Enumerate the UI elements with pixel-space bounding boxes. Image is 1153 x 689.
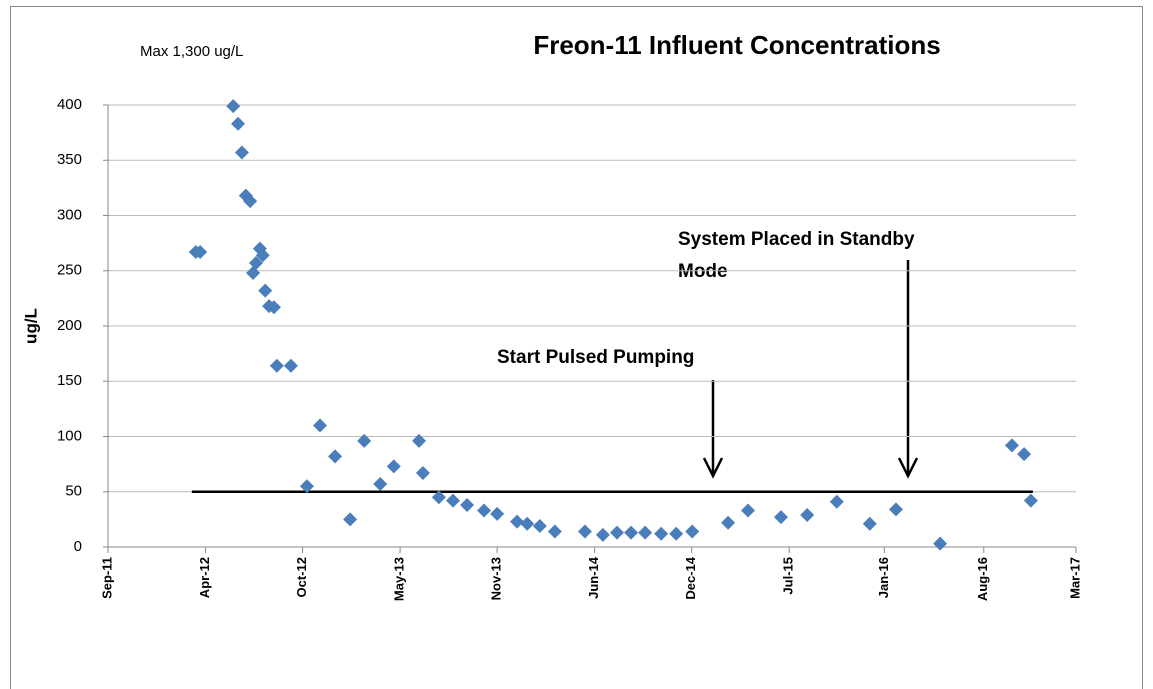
x-tick-label: Nov-13 [489,557,504,600]
x-tick-label: Jul-15 [781,557,796,595]
point [328,449,343,464]
point [266,300,281,315]
y-axis-label: ug/L [21,308,40,344]
point [532,519,547,534]
point [595,527,610,542]
x-tick-label: Oct-12 [294,557,309,597]
point [520,516,535,531]
point [577,524,592,539]
point [373,477,388,492]
point [510,514,525,529]
chart-frame [10,6,1143,689]
point [638,525,653,540]
x-tick-label: Dec-14 [683,556,698,599]
y-tick-label: 100 [57,427,82,444]
point [933,536,948,551]
point [888,502,903,517]
point [299,479,314,494]
y-tick-label: 300 [57,206,82,223]
annotation: Mode [678,261,728,282]
y-tick-label: 50 [65,483,82,500]
point [1023,493,1038,508]
point [460,498,475,513]
y-tick-label: 0 [74,538,82,555]
point [773,510,788,525]
annotation: System Placed in Standby [678,229,915,250]
x-tick-label: Jun-14 [586,556,601,599]
point [226,99,241,114]
y-tick-label: 250 [57,262,82,279]
chart-title: Freon-11 Influent Concentrations [533,30,940,60]
point [477,503,492,518]
point [255,248,270,263]
point [654,526,669,541]
point [445,493,460,508]
point [313,418,328,433]
point [829,494,844,509]
point [624,525,639,540]
y-tick-label: 150 [57,372,82,389]
x-tick-label: May-13 [392,557,407,601]
x-tick-label: Apr-12 [197,557,212,598]
point [248,256,263,271]
note: Max 1,300 ug/L [140,43,243,60]
point [862,516,877,531]
point [800,507,815,522]
point [243,194,258,209]
x-tick-label: Mar-17 [1067,557,1082,599]
point [269,358,284,373]
point [415,465,430,480]
point [193,244,208,259]
x-tick-label: Aug-16 [975,557,990,601]
point [740,503,755,518]
point [343,512,358,527]
point [231,116,246,131]
x-tick-label: Jan-16 [876,557,891,598]
point [669,526,684,541]
point [246,265,261,280]
point [431,490,446,505]
point [609,525,624,540]
x-tick-label: Sep-11 [99,557,114,599]
y-tick-label: 400 [57,96,82,113]
point [490,506,505,521]
y-tick-label: 350 [57,151,82,168]
point [1004,438,1019,453]
arrow-head [897,457,919,479]
y-tick-label: 200 [57,317,82,334]
annotation: Start Pulsed Pumping [497,347,694,368]
point [412,433,427,448]
point [258,283,273,298]
point [386,459,401,474]
point [547,524,562,539]
arrow-head [702,457,724,479]
point [283,358,298,373]
point [234,145,249,160]
point [685,524,700,539]
point [721,515,736,530]
point [357,433,372,448]
point [1017,447,1032,462]
